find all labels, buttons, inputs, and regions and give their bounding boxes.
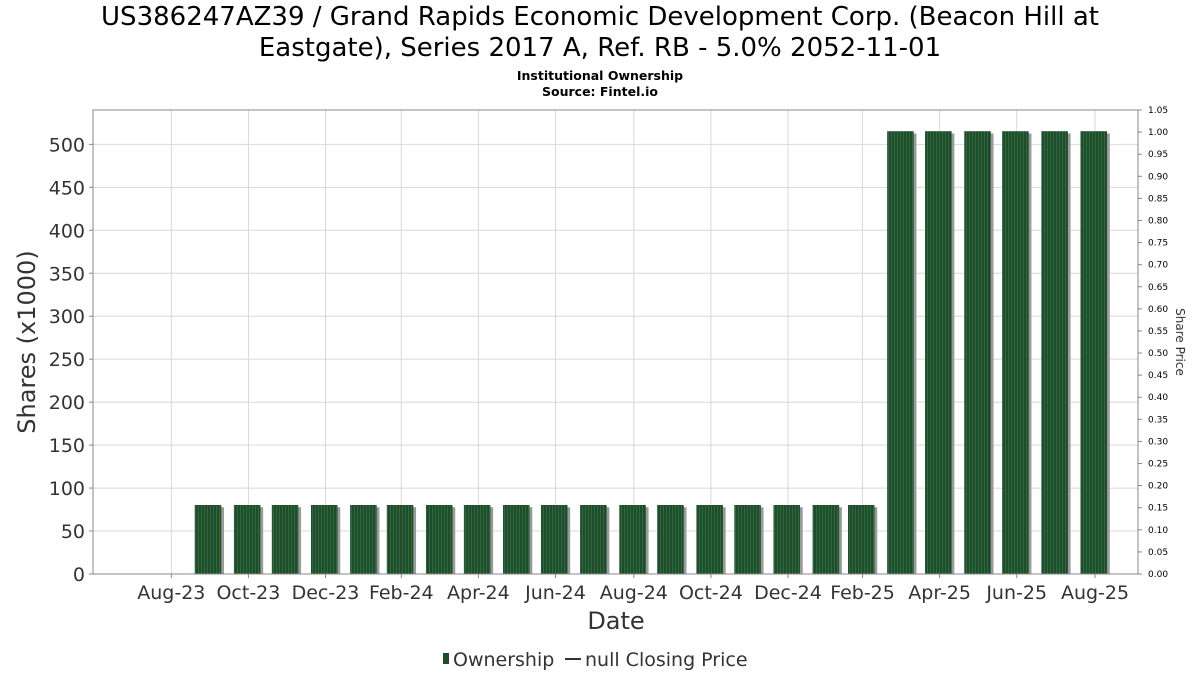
- ownership-bar: [696, 505, 723, 575]
- ownership-bar: [540, 505, 568, 575]
- x-tick-label: Aug-25: [1061, 582, 1129, 604]
- ownership-bar: [925, 131, 952, 575]
- y2-tick-label: 0.75: [1148, 239, 1168, 249]
- legend-ownership-swatch: [443, 653, 449, 664]
- legend: Ownership null Closing Price: [443, 649, 748, 671]
- chart-subtitle-line2: Source: Fintel.io: [542, 84, 658, 99]
- y2-tick-label: 0.95: [1148, 150, 1168, 160]
- ownership-bar: [233, 505, 261, 575]
- x-tick-label: Aug-23: [137, 582, 205, 604]
- chart-subtitle: Institutional Ownership Source: Fintel.i…: [0, 68, 1200, 100]
- chart-subtitle-line1: Institutional Ownership: [516, 68, 684, 83]
- y2-tick-label: 0.60: [1148, 305, 1168, 315]
- y2-tick-label: 0.90: [1148, 172, 1168, 182]
- ownership-bar: [887, 131, 914, 575]
- y-tick-label: 150: [49, 435, 85, 457]
- y2-tick-label: 0.05: [1148, 548, 1168, 558]
- x-tick-label: Oct-24: [679, 582, 743, 604]
- y2-tick-label: 0.20: [1148, 482, 1168, 492]
- ownership-bar: [310, 505, 338, 575]
- y2-tick-label: 0.85: [1148, 194, 1168, 204]
- x-tick-label: Jun-24: [524, 582, 586, 604]
- y-tick-label: 0: [73, 564, 85, 586]
- x-axis-label: Date: [587, 607, 644, 635]
- ownership-bar: [194, 505, 222, 575]
- y-tick-label: 300: [49, 306, 85, 328]
- y2-tick-label: 0.40: [1148, 393, 1168, 403]
- y2-tick-label: 0.50: [1148, 349, 1168, 359]
- y2-tick-label: 1.05: [1148, 106, 1168, 116]
- x-tick-label: Dec-24: [754, 582, 822, 604]
- x-tick-label: Feb-24: [369, 582, 434, 604]
- x-axis-ticks: Aug-23 Oct-23 Dec-23 Feb-24 Apr-24 Jun-24 Aug-…: [137, 574, 1129, 604]
- legend-price-label: null Closing Price: [585, 649, 748, 671]
- chart-title-line2: Eastgate), Series 2017 A, Ref. RB - 5.0%…: [258, 33, 942, 63]
- y2-tick-label: 1.00: [1148, 128, 1168, 138]
- ownership-bars: [194, 131, 1110, 575]
- ownership-bar: [619, 505, 646, 575]
- ownership-bar: [812, 505, 840, 575]
- ownership-bar: [1041, 131, 1068, 575]
- ownership-bar: [1080, 131, 1108, 575]
- y-tick-label: 350: [49, 263, 85, 285]
- ownership-bar: [580, 505, 607, 575]
- y-tick-label: 250: [49, 349, 85, 371]
- ownership-bar: [386, 505, 414, 575]
- y2-tick-label: 0.45: [1148, 371, 1168, 381]
- ownership-bar: [734, 505, 761, 575]
- left-axis-ticks: 0 50 100 150 200 250 300 350 400 450 500: [49, 134, 93, 586]
- y2-tick-label: 0.65: [1148, 283, 1168, 293]
- y-tick-label: 100: [49, 478, 85, 500]
- y2-tick-label: 0.80: [1148, 216, 1168, 226]
- y2-axis-label: Share Price: [1173, 308, 1187, 376]
- ownership-bar: [350, 505, 377, 575]
- legend-ownership-label: Ownership: [453, 649, 554, 671]
- x-tick-label: Feb-25: [830, 582, 895, 604]
- ownership-bar: [657, 505, 684, 575]
- ownership-bar: [425, 505, 453, 575]
- y-axis-label: Shares (x1000): [13, 250, 41, 433]
- x-tick-label: Apr-24: [447, 582, 510, 604]
- ownership-bar: [271, 505, 299, 575]
- chart-title: US386247AZ39 / Grand Rapids Economic Dev…: [0, 2, 1200, 64]
- y-tick-label: 400: [49, 220, 85, 242]
- x-tick-label: Apr-25: [908, 582, 971, 604]
- y2-tick-label: 0.30: [1148, 437, 1168, 447]
- y2-tick-label: 0.35: [1148, 415, 1168, 425]
- y2-tick-label: 0.00: [1148, 570, 1168, 580]
- y-tick-label: 50: [61, 521, 85, 543]
- ownership-bar: [1002, 131, 1029, 575]
- right-axis-ticks: 0.00 0.05 0.10 0.15 0.20 0.25 0.30 0.35 0.40 0.45…: [1138, 106, 1168, 580]
- x-tick-label: Aug-24: [600, 582, 668, 604]
- y-tick-label: 500: [49, 134, 85, 156]
- ownership-bar: [463, 505, 491, 575]
- y2-tick-label: 0.55: [1148, 327, 1168, 337]
- y-tick-label: 450: [49, 177, 85, 199]
- y2-tick-label: 0.25: [1148, 460, 1168, 470]
- ownership-bar: [503, 505, 530, 575]
- y2-tick-label: 0.15: [1148, 504, 1168, 514]
- ownership-bar: [848, 505, 875, 575]
- ownership-bar: [964, 131, 991, 575]
- x-tick-label: Dec-23: [292, 582, 360, 604]
- plot-border: [92, 109, 1139, 575]
- y-tick-label: 200: [49, 392, 85, 414]
- x-tick-label: Jun-25: [985, 582, 1047, 604]
- ownership-bar: [773, 505, 800, 575]
- y2-tick-label: 0.70: [1148, 261, 1168, 271]
- chart-title-line1: US386247AZ39 / Grand Rapids Economic Dev…: [101, 2, 1099, 32]
- y2-tick-label: 0.10: [1148, 526, 1168, 536]
- x-tick-label: Oct-23: [216, 582, 280, 604]
